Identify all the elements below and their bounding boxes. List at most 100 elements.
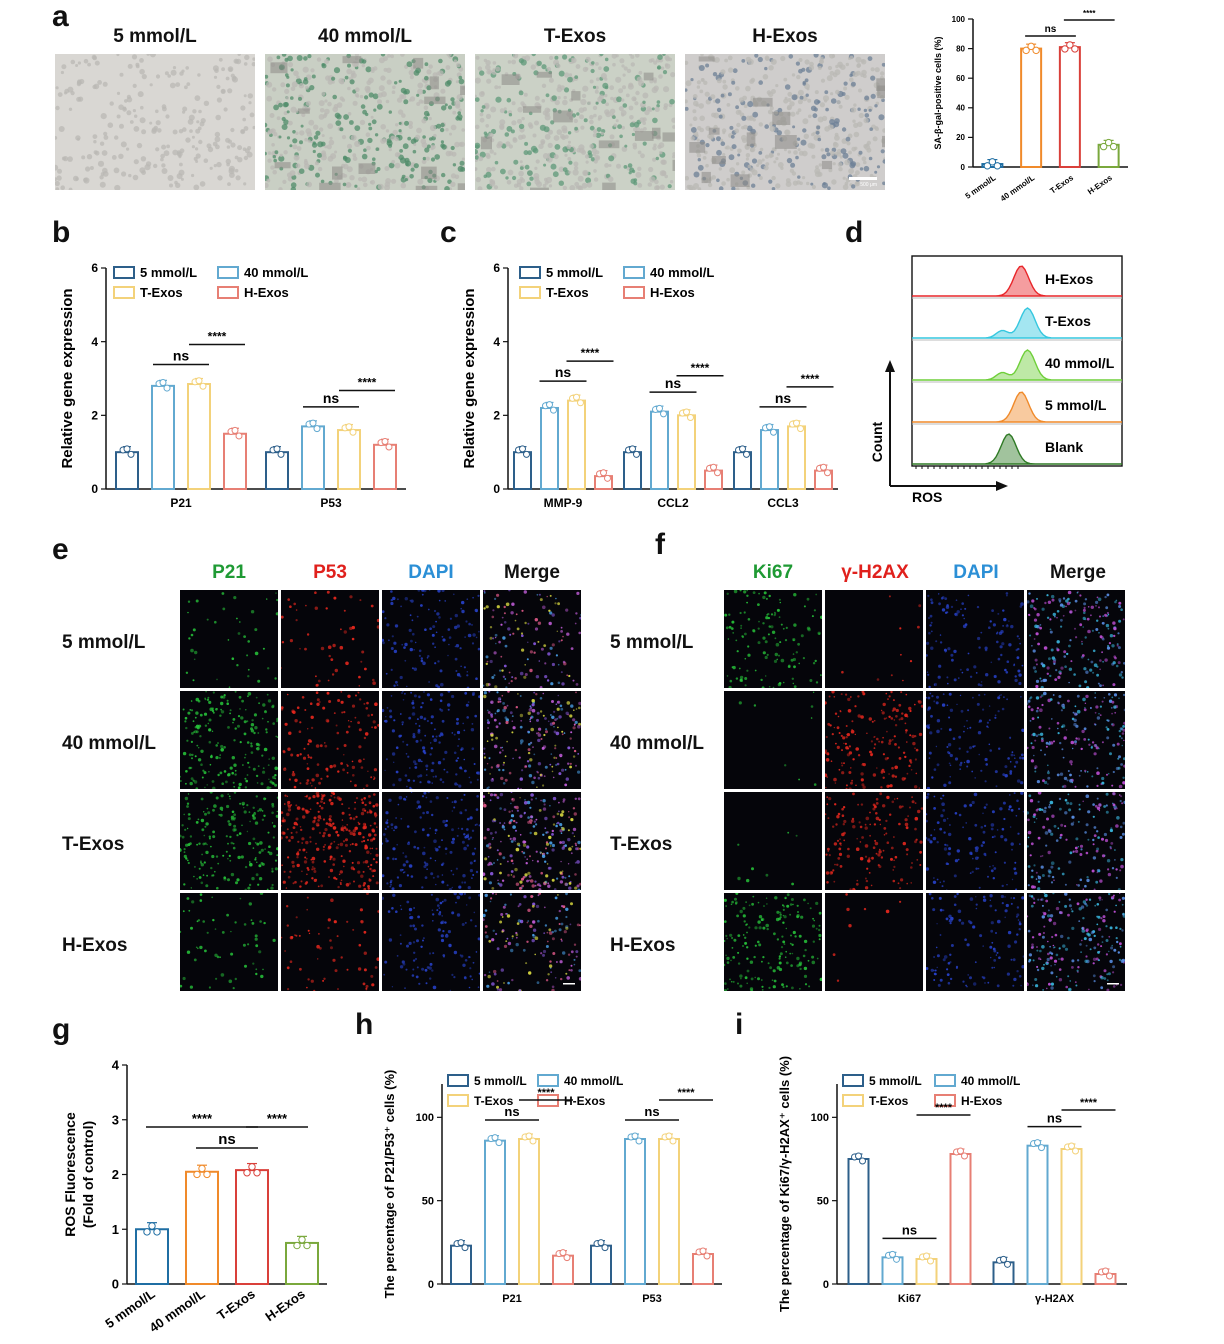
row-f-5mmol: 5 mmol/L [610,632,694,653]
signal-dot [503,664,507,668]
signal-dot [747,645,750,648]
signal-dot [464,636,466,638]
signal-dot [412,732,416,736]
signal-dot [449,617,452,620]
signal-dot [382,842,384,845]
signal-dot [762,636,766,640]
cell [842,152,849,159]
signal-dot [408,907,413,912]
signal-dot [440,863,444,867]
signal-dot [437,904,440,907]
signal-dot [255,968,258,971]
signal-dot [386,707,389,709]
cell [398,79,402,83]
cell [363,148,367,152]
signal-dot [538,593,541,596]
signal-dot [465,703,469,707]
cell [344,75,349,80]
signal-dot [561,840,565,845]
signal-dot [389,715,393,719]
signal-dot [491,982,495,986]
signal-dot [343,630,347,634]
signal-dot [190,740,193,743]
signal-dot [298,730,302,733]
cell [628,82,634,88]
signal-dot [440,921,443,925]
signal-dot [888,595,891,598]
signal-dot [551,848,555,852]
signal-dot [438,912,442,916]
cell [702,156,707,160]
signal-dot [511,937,514,940]
cell [511,120,517,126]
signal-dot [287,856,290,859]
signal-dot [493,862,495,864]
cell [740,134,747,141]
signal-dot [322,979,325,982]
signal-dot [478,894,480,897]
debris [480,136,492,150]
cell [758,151,763,155]
signal-dot [286,693,289,696]
signal-dot [514,840,516,843]
signal-dot [527,920,529,922]
cell [212,65,219,72]
cell [512,137,518,143]
signal-dot [736,650,739,653]
legend-label: T-Exos [140,285,183,300]
signal-dot [419,816,422,819]
signal-dot [215,977,218,980]
cell [745,56,752,63]
cell [548,184,553,188]
signal-dot [501,746,504,749]
signal-dot [340,855,343,858]
cell [844,159,851,166]
signal-dot [298,934,301,937]
cell [656,65,662,70]
signal-dot [574,886,578,890]
cell [93,140,97,144]
y-tick-label: 60 [956,74,965,83]
cell [685,80,692,87]
signal-dot [488,756,491,760]
cell [359,94,364,99]
signal-dot [385,837,388,840]
cell [656,100,661,104]
cell [169,183,173,188]
signal-dot [416,615,419,618]
cell [246,151,253,158]
cell [170,69,177,76]
cell [64,91,67,95]
cell [493,152,497,156]
panel-letter-a: a [52,0,69,33]
cell [604,57,609,62]
cell [736,122,741,128]
signal-dot [504,678,507,680]
cell [638,70,643,75]
signal-dot [977,683,981,686]
signal-dot [220,710,225,714]
signal-dot [536,711,540,715]
signal-dot [251,719,254,722]
signal-dot [321,793,323,796]
cell [855,170,860,176]
signal-dot [1063,650,1067,654]
signal-dot [211,780,215,783]
cell [600,73,607,79]
signal-dot [1008,620,1010,622]
cell [191,135,195,139]
data-point [550,406,557,414]
signal-dot [326,719,330,723]
cell [161,144,167,150]
signal-dot [234,769,237,772]
signal-dot [395,680,398,684]
cell [68,107,73,111]
signal-dot [314,606,318,610]
signal-dot [392,847,396,851]
signal-dot [183,883,186,886]
signal-dot [296,754,300,757]
signal-dot [414,927,417,931]
signal-dot [488,939,492,943]
bar [760,429,779,490]
cell [398,121,402,125]
